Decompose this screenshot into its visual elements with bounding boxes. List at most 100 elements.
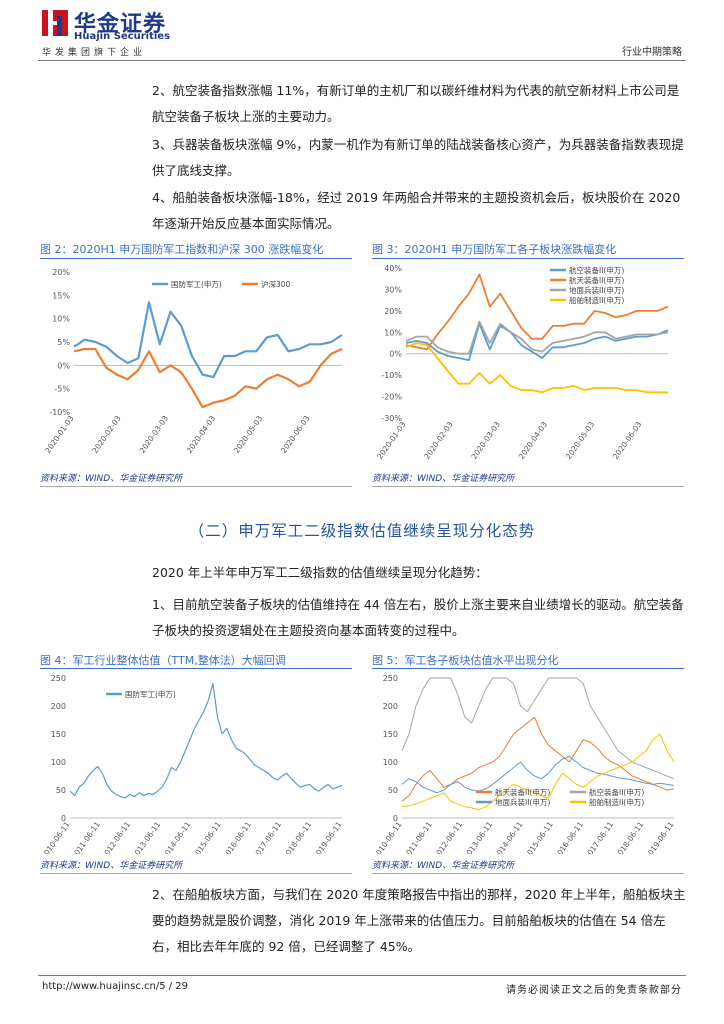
- y-tick-label: 200: [51, 702, 66, 711]
- fig3-source: 资料来源：WIND、华金证券研究所: [372, 474, 515, 484]
- x-tick-label: 2018-06-11: [613, 820, 646, 854]
- series-line: [401, 755, 675, 794]
- y-tick-label: 0: [393, 814, 398, 823]
- footer-divider: [38, 975, 686, 976]
- legend-label: 国防军工(申万): [125, 689, 176, 699]
- fig2-chart: -10% -5% 0% 5% 10% 15% 20% 2020-01-03 2020-02-03…: [43, 268, 343, 455]
- y-tick-label: 40%: [384, 264, 402, 273]
- series-line: [69, 683, 343, 799]
- series-line: [401, 677, 675, 780]
- paragraph-aviation-valuation: 1、目前航空装备子板块的估值维持在 44 倍左右，股价上涨主要来自业绩增长的驱动…: [152, 597, 684, 638]
- x-tick-label: 2020-05-03: [564, 420, 597, 461]
- legend-label: 航空装备II(申万): [569, 265, 624, 275]
- series-line: [401, 733, 675, 811]
- y-tick-label: 10%: [384, 328, 402, 337]
- x-tick-label: 2015-06-11: [522, 820, 555, 854]
- x-tick-label: 2015-06-11: [190, 820, 223, 854]
- x-tick-label: 2011-06-11: [401, 820, 434, 854]
- y-tick-label: -30%: [381, 414, 402, 423]
- y-tick-label: 50: [388, 786, 398, 795]
- y-tick-label: -5%: [54, 385, 70, 394]
- fig5-title-underline: [372, 668, 684, 669]
- series-line: [405, 320, 669, 355]
- y-tick-label: 20%: [52, 268, 70, 277]
- y-tick-label: -10%: [49, 408, 70, 417]
- legend-label: 地面兵装II(申万): [495, 797, 550, 807]
- legend-label: 航天装备II(申万): [569, 275, 624, 285]
- x-tick-label: 2020-06-03: [611, 420, 644, 461]
- y-tick-label: 0%: [389, 350, 402, 359]
- x-tick-label: 2012-06-11: [100, 820, 133, 854]
- series-line: [401, 716, 675, 802]
- fig3-chart: -30% -20% -10% 0% 10% 20% 30% 40% 2020-01-03 2020…: [375, 264, 669, 461]
- series-line: [405, 342, 668, 394]
- x-tick-label: 2016-06-11: [221, 820, 254, 854]
- legend-label: 船舶制造II(申万): [569, 295, 624, 305]
- x-tick-label: 2014-06-11: [492, 820, 525, 854]
- fig2-source: 资料来源：WIND、华金证券研究所: [40, 474, 183, 484]
- paragraph-shipbuilding: 4、船舶装备板块涨幅-18%，经过 2019 年两船合并带来的主题投资机会后，板…: [152, 190, 681, 231]
- y-tick-label: -20%: [381, 393, 402, 402]
- legend-label: 地面兵装II(申万): [569, 285, 624, 295]
- x-tick-label: 2017-06-11: [251, 820, 284, 854]
- x-tick-label: 2018-06-11: [281, 820, 314, 854]
- y-tick-label: 50: [56, 786, 66, 795]
- y-tick-label: 0: [61, 814, 66, 823]
- footer-disclaimer: 请务必阅读正文之后的免责条款部分: [506, 985, 682, 996]
- series-line: [73, 347, 343, 409]
- paragraph-ordnance: 3、兵器装备板块涨幅 9%，内蒙一机作为有新订单的陆战装备核心资产，为兵器装备指…: [152, 137, 684, 178]
- legend-label: 航天装备II(申万): [495, 787, 550, 797]
- series-line: [405, 322, 669, 361]
- y-tick-label: 250: [51, 674, 66, 683]
- x-tick-label: 2017-06-11: [583, 820, 616, 854]
- fig4-title: 图 4：军工行业整体估值（TTM,整体法）大幅回调: [40, 654, 286, 667]
- paragraph-valuation-intro: 2020 年上半年申万军工二级指数的估值继续呈现分化趋势：: [152, 565, 488, 580]
- x-tick-label: 2010-06-11: [40, 820, 72, 854]
- paragraph-aviation: 2、航空装备指数涨幅 11%，有新订单的主机厂和以碳纤维材料为代表的航空新材料上…: [152, 83, 680, 124]
- x-tick-label: 2020-04-03: [185, 414, 218, 455]
- y-tick-label: 200: [383, 702, 398, 711]
- paragraph-shipbuilding-valuation: 2、在船舶板块方面，与我们在 2020 年度策略报告中指出的那样，2020 年上…: [152, 887, 686, 954]
- header-divider: [38, 60, 686, 61]
- report-type: 行业中期策略: [622, 47, 682, 58]
- legend-label: 国防军工(申万): [171, 279, 222, 289]
- brand-tagline: 华发集团旗下企业: [42, 48, 147, 58]
- x-tick-label: 2010-06-11: [372, 820, 404, 854]
- y-tick-label: 5%: [57, 338, 70, 347]
- x-tick-label: 2020-01-03: [375, 420, 408, 461]
- y-tick-label: 150: [383, 730, 398, 739]
- x-tick-label: 2014-06-11: [160, 820, 193, 854]
- fig2-bottom-rule: [40, 486, 352, 487]
- y-tick-label: -10%: [381, 371, 402, 380]
- x-tick-label: 2020-04-03: [517, 420, 550, 461]
- x-tick-label: 2012-06-11: [432, 820, 465, 854]
- x-tick-label: 2011-06-11: [69, 820, 102, 854]
- fig5-chart: 0 50 100 150 200 250 2010-06-112011-06-112012-…: [372, 674, 676, 854]
- x-tick-label: 2020-03-03: [138, 414, 171, 455]
- x-tick-label: 2019-06-11: [311, 820, 344, 854]
- series-line: [405, 273, 669, 351]
- legend-label: 航空装备II(申万): [589, 787, 644, 797]
- fig5-source: 资料来源：WIND、华金证券研究所: [372, 861, 515, 871]
- fig4-bottom-rule: [40, 873, 352, 874]
- y-tick-label: 10%: [52, 315, 70, 324]
- x-tick-label: 2016-06-11: [553, 820, 586, 854]
- footer-url-page[interactable]: http://www.huajinsc.cn/5 / 29: [42, 981, 189, 992]
- fig5-bottom-rule: [372, 873, 684, 874]
- brand-name-en: Huajin Securities: [74, 31, 171, 42]
- fig3-title: 图 3：2020H1 申万国防军工各子板块涨跌幅变化: [372, 243, 617, 256]
- x-tick-label: 2020-05-03: [232, 414, 265, 455]
- y-tick-label: 30%: [384, 285, 402, 294]
- y-tick-label: 15%: [52, 291, 70, 300]
- x-tick-label: 2019-06-11: [643, 820, 676, 854]
- x-tick-label: 2013-06-11: [462, 820, 495, 854]
- y-tick-label: 0%: [57, 361, 70, 370]
- y-tick-label: 150: [51, 730, 66, 739]
- section-heading: （二）申万军工二级指数估值继续呈现分化态势: [188, 522, 536, 540]
- fig5-title: 图 5：军工各子板块估值水平出现分化: [372, 654, 559, 667]
- y-tick-label: 250: [383, 674, 398, 683]
- fig4-chart: 0 50 100 150 200 250 2010-06-112011-06-112012-…: [40, 674, 344, 854]
- fig2-title-underline: [40, 258, 352, 259]
- brand-name-cn: 华金证券: [74, 12, 167, 37]
- y-tick-label: 100: [51, 758, 66, 767]
